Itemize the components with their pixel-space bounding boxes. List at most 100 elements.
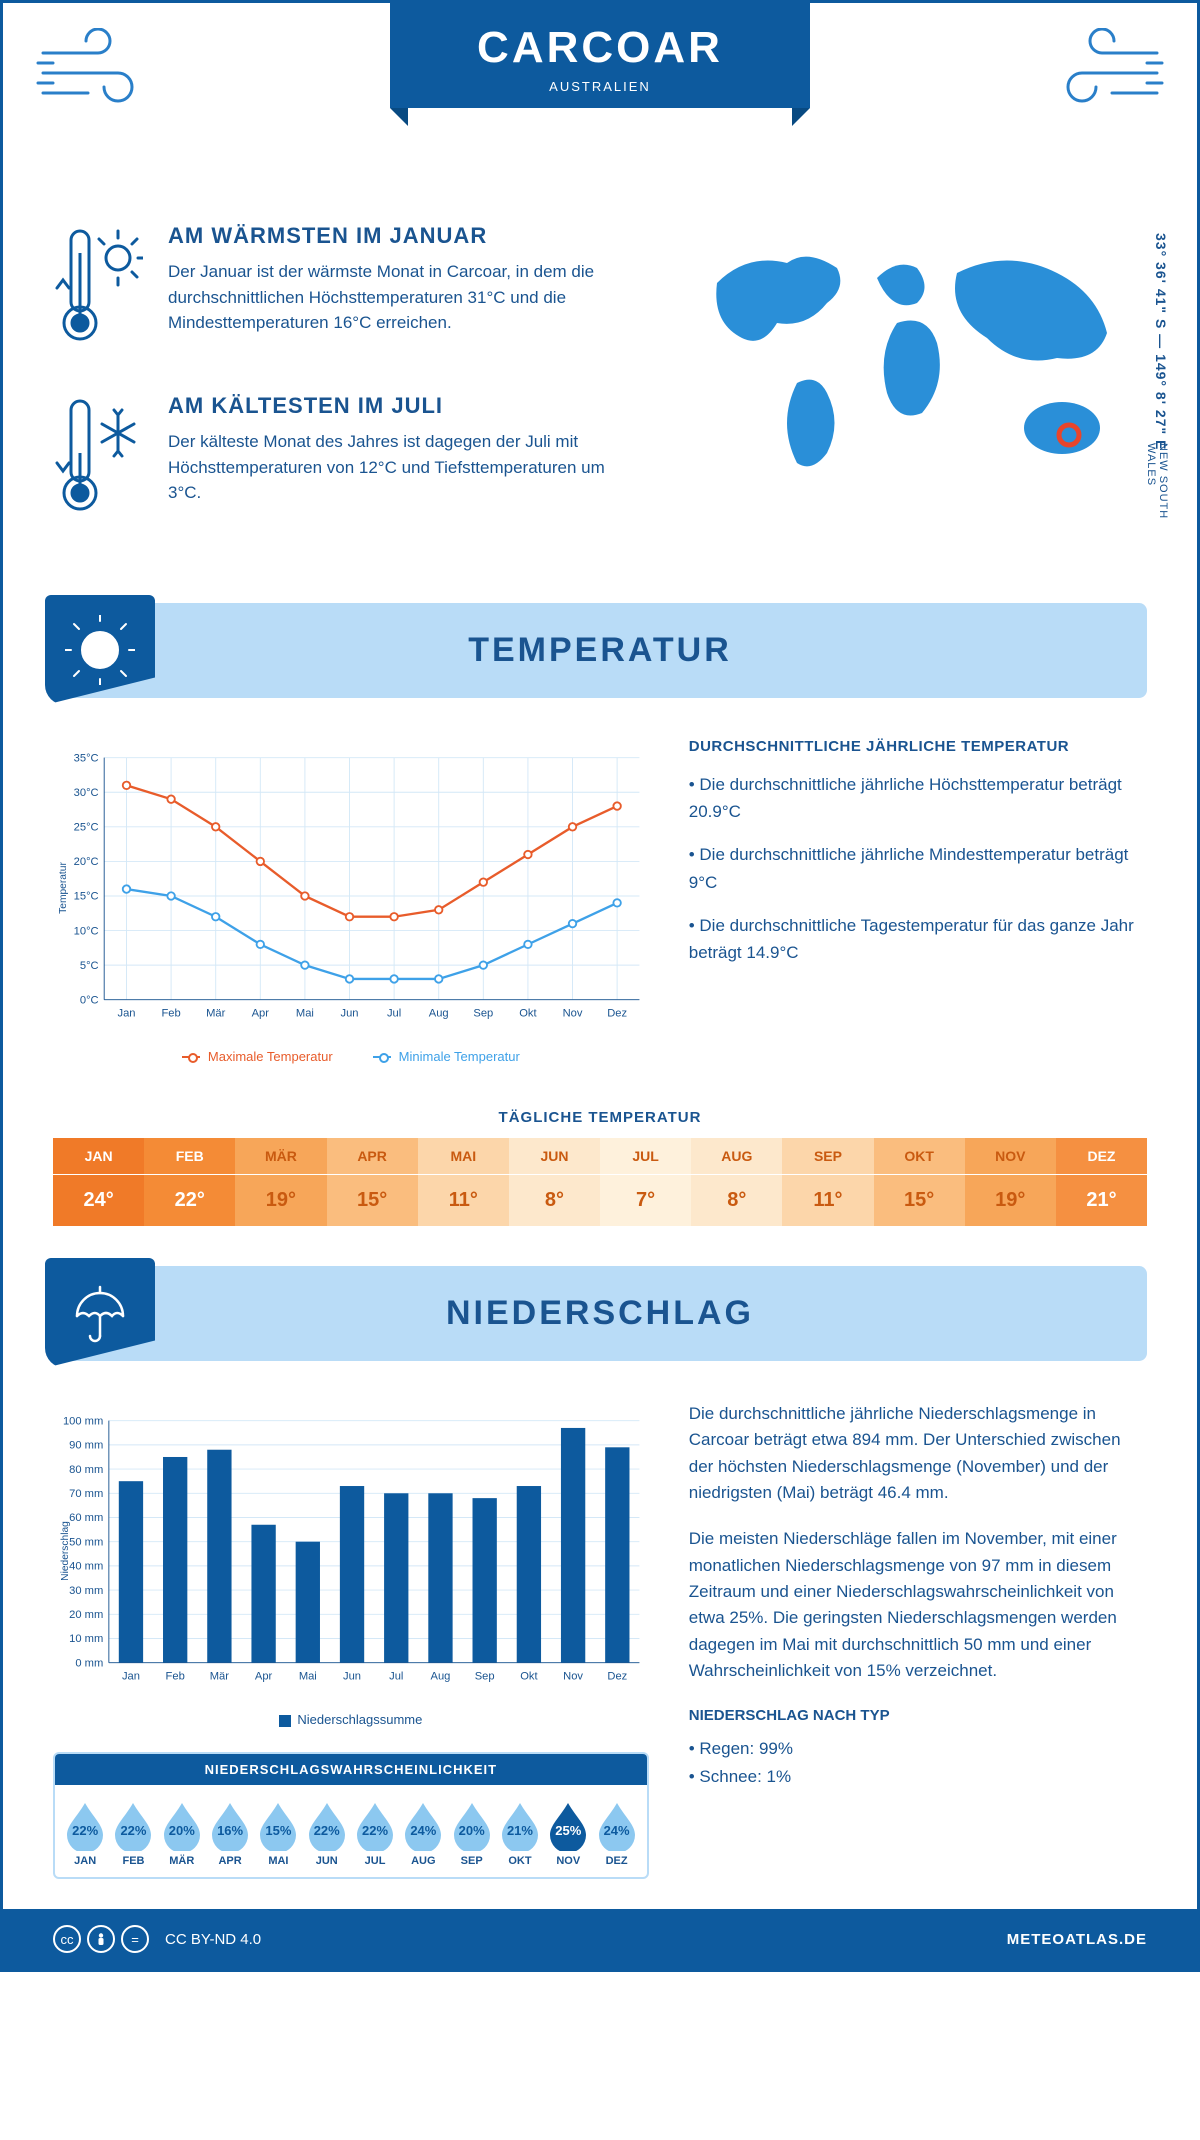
svg-text:Jul: Jul: [387, 1007, 401, 1019]
svg-text:50 mm: 50 mm: [69, 1536, 103, 1548]
precipitation-text: Die durchschnittliche jährliche Niedersc…: [689, 1401, 1147, 1879]
svg-text:Sep: Sep: [475, 1670, 495, 1682]
svg-text:Apr: Apr: [255, 1670, 273, 1682]
probability-drop: 22% JUN: [303, 1799, 351, 1867]
precipitation-paragraph: Die meisten Niederschläge fallen im Nove…: [689, 1526, 1147, 1684]
warmest-text: Der Januar ist der wärmste Monat in Carc…: [168, 259, 627, 336]
summary-bullet: • Die durchschnittliche jährliche Mindes…: [689, 841, 1147, 895]
svg-text:15°C: 15°C: [74, 891, 99, 903]
svg-text:Okt: Okt: [520, 1670, 538, 1682]
license-label: CC BY-ND 4.0: [165, 1931, 261, 1948]
svg-text:Mär: Mär: [210, 1670, 229, 1682]
probability-drop: 15% MAI: [254, 1799, 302, 1867]
temperature-legend: Maximale Temperatur Minimale Temperatur: [53, 1049, 649, 1064]
probability-drop: 16% APR: [206, 1799, 254, 1867]
daily-temp-title: TÄGLICHE TEMPERATUR: [3, 1109, 1197, 1126]
temperature-summary: DURCHSCHNITTLICHE JÄHRLICHE TEMPERATUR •…: [689, 738, 1147, 1064]
daily-col: OKT 15°: [874, 1138, 965, 1226]
daily-col: MÄR 19°: [235, 1138, 326, 1226]
daily-month: NOV: [965, 1138, 1056, 1175]
drop-icon: 16%: [208, 1799, 252, 1851]
coldest-text: Der kälteste Monat des Jahres ist dagege…: [168, 429, 627, 506]
daily-month: MÄR: [235, 1138, 326, 1175]
svg-text:10 mm: 10 mm: [69, 1633, 103, 1645]
daily-month: MAI: [418, 1138, 509, 1175]
svg-text:40 mm: 40 mm: [69, 1561, 103, 1573]
daily-value: 19°: [235, 1175, 326, 1226]
svg-text:Jul: Jul: [389, 1670, 403, 1682]
daily-col: NOV 19°: [965, 1138, 1056, 1226]
legend-max: Maximale Temperatur: [208, 1049, 333, 1064]
probability-title: NIEDERSCHLAGSWAHRSCHEINLICHKEIT: [55, 1754, 647, 1785]
drop-month: JAN: [61, 1855, 109, 1867]
drop-month: NOV: [544, 1855, 592, 1867]
header: CARCOAR AUSTRALIEN: [3, 3, 1197, 183]
daily-col: MAI 11°: [418, 1138, 509, 1226]
probability-drop: 24% DEZ: [592, 1799, 640, 1867]
svg-text:Nov: Nov: [563, 1007, 583, 1019]
city-name: CARCOAR: [390, 23, 810, 73]
drop-icon: 24%: [595, 1799, 639, 1851]
daily-value: 15°: [874, 1175, 965, 1226]
umbrella-icon: [45, 1258, 155, 1368]
svg-text:Aug: Aug: [431, 1670, 451, 1682]
daily-month: JUL: [600, 1138, 691, 1175]
daily-value: 11°: [418, 1175, 509, 1226]
daily-col: APR 15°: [327, 1138, 418, 1226]
svg-text:Dez: Dez: [607, 1670, 627, 1682]
daily-col: DEZ 21°: [1056, 1138, 1147, 1226]
footer: cc = CC BY-ND 4.0 METEOATLAS.DE: [3, 1909, 1197, 1969]
svg-text:20 mm: 20 mm: [69, 1609, 103, 1621]
probability-drop: 22% FEB: [109, 1799, 157, 1867]
license-block: cc = CC BY-ND 4.0: [53, 1925, 261, 1953]
probability-drop: 25% NOV: [544, 1799, 592, 1867]
daily-month: JUN: [509, 1138, 600, 1175]
daily-col: SEP 11°: [782, 1138, 873, 1226]
daily-month: SEP: [782, 1138, 873, 1175]
daily-month: DEZ: [1056, 1138, 1147, 1175]
daily-col: FEB 22°: [144, 1138, 235, 1226]
precipitation-banner: NIEDERSCHLAG: [53, 1266, 1147, 1361]
probability-drop: 21% OKT: [496, 1799, 544, 1867]
svg-text:Nov: Nov: [563, 1670, 583, 1682]
daily-month: AUG: [691, 1138, 782, 1175]
summary-bullet: • Die durchschnittliche Tagestemperatur …: [689, 912, 1147, 966]
svg-text:Jan: Jan: [122, 1670, 140, 1682]
drop-month: MÄR: [158, 1855, 206, 1867]
thermometer-sun-icon: [53, 223, 143, 358]
svg-text:5°C: 5°C: [80, 960, 99, 972]
drop-icon: 25%: [546, 1799, 590, 1851]
daily-value: 24°: [53, 1175, 144, 1226]
daily-value: 15°: [327, 1175, 418, 1226]
svg-text:10°C: 10°C: [74, 925, 99, 937]
daily-col: JAN 24°: [53, 1138, 144, 1226]
coldest-title: AM KÄLTESTEN IM JULI: [168, 393, 627, 419]
svg-text:Mai: Mai: [299, 1670, 317, 1682]
nd-icon: =: [121, 1925, 149, 1953]
precipitation-title: NIEDERSCHLAG: [446, 1294, 754, 1333]
svg-text:Mai: Mai: [296, 1007, 314, 1019]
daily-col: JUL 7°: [600, 1138, 691, 1226]
sun-icon: [45, 595, 155, 705]
svg-text:Dez: Dez: [607, 1007, 627, 1019]
svg-text:100 mm: 100 mm: [63, 1415, 103, 1427]
precipitation-paragraph: Die durchschnittliche jährliche Niedersc…: [689, 1401, 1147, 1506]
drop-month: OKT: [496, 1855, 544, 1867]
daily-value: 19°: [965, 1175, 1056, 1226]
svg-text:Jun: Jun: [341, 1007, 359, 1019]
daily-temp-table: JAN 24°FEB 22°MÄR 19°APR 15°MAI 11°JUN 8…: [53, 1138, 1147, 1226]
svg-text:35°C: 35°C: [74, 752, 99, 764]
svg-text:20°C: 20°C: [74, 856, 99, 868]
svg-text:Feb: Feb: [161, 1007, 180, 1019]
svg-text:30 mm: 30 mm: [69, 1585, 103, 1597]
drop-month: JUN: [303, 1855, 351, 1867]
daily-value: 21°: [1056, 1175, 1147, 1226]
probability-drop: 24% AUG: [399, 1799, 447, 1867]
daily-col: JUN 8°: [509, 1138, 600, 1226]
drop-icon: 24%: [401, 1799, 445, 1851]
warmest-title: AM WÄRMSTEN IM JANUAR: [168, 223, 627, 249]
daily-value: 11°: [782, 1175, 873, 1226]
daily-value: 8°: [691, 1175, 782, 1226]
probability-drop: 20% SEP: [448, 1799, 496, 1867]
svg-text:Okt: Okt: [519, 1007, 537, 1019]
